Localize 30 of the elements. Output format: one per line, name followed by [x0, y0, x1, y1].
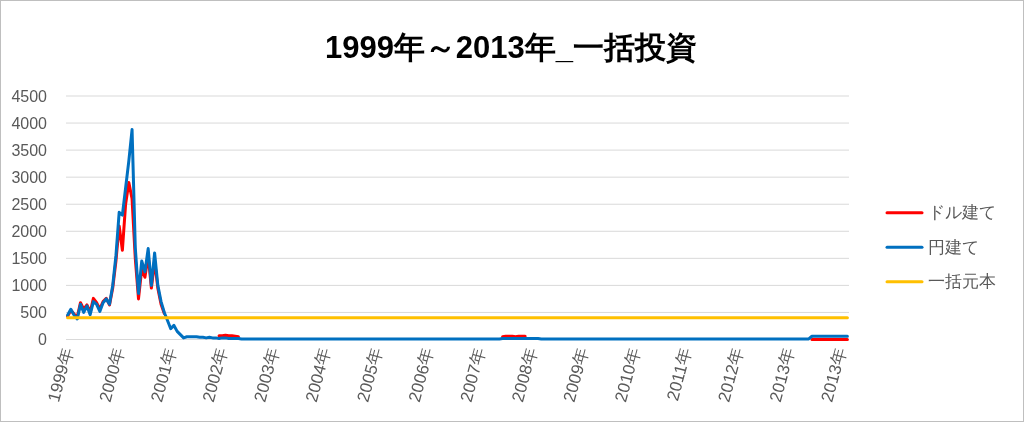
y-tick-label: 3000	[11, 168, 48, 186]
x-tick-label: 2013年	[766, 346, 799, 404]
x-tick-label: 2012年	[714, 346, 748, 404]
x-tick-label: 2010年	[611, 346, 644, 404]
y-tick-label: 1000	[11, 276, 48, 294]
x-tick-label: 2009年	[559, 346, 593, 404]
x-tick-label: 2007年	[456, 346, 490, 404]
x-tick-label: 2008年	[508, 346, 541, 404]
x-tick-label: 1999年	[44, 346, 77, 404]
x-tick-label: 2000年	[95, 346, 129, 404]
y-tick-label: 4500	[11, 87, 48, 105]
x-tick-label: 2005年	[353, 346, 387, 404]
legend-label: 円建て	[928, 237, 979, 257]
x-tick-label: 2004年	[302, 346, 335, 404]
y-tick-label: 500	[20, 303, 48, 321]
y-tick-label: 4000	[11, 114, 48, 132]
y-tick-label: 0	[38, 331, 48, 348]
y-tick-label: 2000	[11, 222, 48, 240]
x-tick-label: 2006年	[405, 346, 438, 404]
y-tick-label: 1500	[11, 249, 48, 267]
x-tick-label: 2002年	[198, 346, 232, 404]
y-tick-label: 3500	[11, 141, 48, 159]
legend-label: ドル建て	[928, 203, 996, 223]
x-tick-label: 2013年	[817, 346, 851, 404]
y-tick-label: 2500	[11, 195, 48, 213]
x-tick-label: 2003年	[250, 346, 284, 404]
chart-title: 1999年～2013年_一括投資	[324, 30, 698, 65]
legend-label: 一括元本	[928, 272, 996, 292]
x-tick-label: 2001年	[147, 346, 180, 404]
x-tick-label: 2011年	[663, 346, 696, 403]
